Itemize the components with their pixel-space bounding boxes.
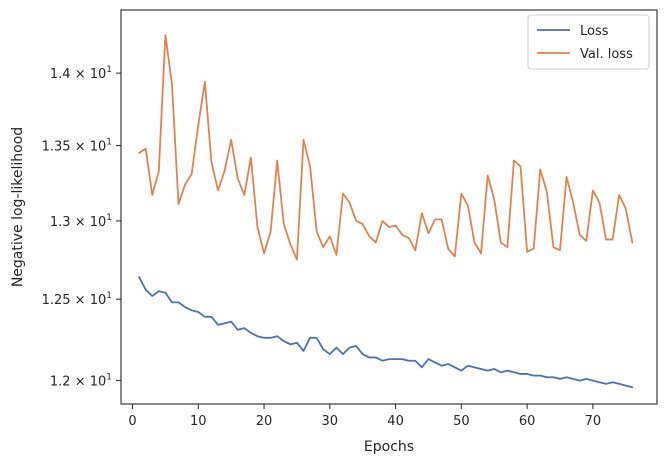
series-line-loss <box>138 276 634 389</box>
x-tick-label: 0 <box>128 414 136 429</box>
y-tick-label: 1.2 × 101 <box>50 373 112 390</box>
x-tick-label: 20 <box>256 414 273 429</box>
legend-label-val-loss: Val. loss <box>580 47 633 62</box>
x-tick-label: 50 <box>453 414 470 429</box>
x-tick-label: 60 <box>519 414 536 429</box>
plot-area <box>138 34 634 389</box>
y-tick-label: 1.3 × 101 <box>50 213 112 230</box>
legend-label-loss: Loss <box>580 24 609 39</box>
legend: Loss Val. loss <box>527 14 650 70</box>
x-tick-label: 40 <box>387 414 404 429</box>
legend-box <box>527 14 650 70</box>
series-line-val-loss <box>138 34 634 261</box>
y-tick-label: 1.4 × 101 <box>50 65 112 82</box>
x-tick-label: 70 <box>585 414 602 429</box>
x-axis-label: Epochs <box>364 439 414 455</box>
y-tick-label: 1.25 × 101 <box>42 291 112 308</box>
axes-frame <box>120 9 658 405</box>
x-tick-label: 10 <box>190 414 207 429</box>
y-axis-ticks: 1.2 × 101 1.25 × 101 1.3 × 101 1.35 × 101 1.… <box>42 65 121 390</box>
x-tick-label: 30 <box>322 414 339 429</box>
y-tick-label: 1.35 × 101 <box>42 138 112 155</box>
y-axis-label: Negative log-likelihood <box>10 127 26 287</box>
x-axis-ticks: 0 10 20 30 40 50 60 70 <box>128 404 601 429</box>
